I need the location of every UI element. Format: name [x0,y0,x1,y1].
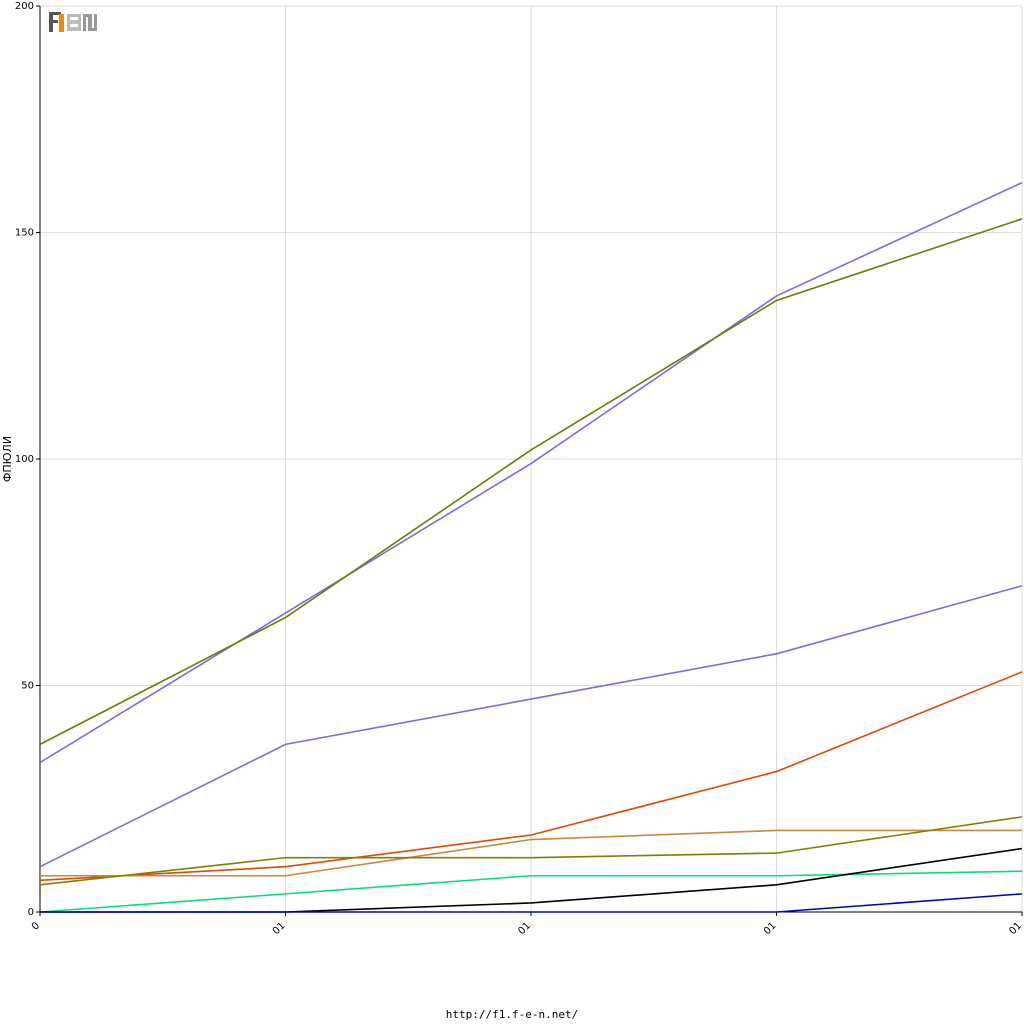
y-axis-label: ФПЮЛИ [1,436,14,482]
series-line-3 [39,585,1023,868]
series-lines [39,181,1023,913]
x-tick-labels: 0 01 01 01 01 [30,920,1024,937]
y-tick-label: 150 [15,228,34,239]
grid-lines [39,5,1023,913]
x-tick-label: 01 [271,920,288,937]
y-tick-labels: 0 50 100 150 200 [15,1,34,918]
x-tick-label: 0 [30,920,42,932]
x-tick-label: 01 [1007,920,1024,937]
y-tick-label: 100 [15,454,34,465]
y-tick-label: 200 [15,1,34,12]
y-tick-label: 50 [21,681,34,692]
series-line-1 [39,181,1023,764]
x-tick-label: 01 [516,920,533,937]
f1en-logo [47,9,99,35]
footer-url[interactable]: http://f1.f-e-n.net/ [445,1008,579,1021]
series-line-2 [39,218,1023,746]
axes [36,5,1023,916]
series-line-5 [40,829,1022,877]
series-line-9 [40,893,1023,913]
series-line-4 [39,671,1023,882]
y-tick-label: 0 [28,907,34,918]
series-line-6 [39,816,1023,886]
x-tick-label: 01 [762,920,779,937]
series-line-7 [39,870,1023,913]
